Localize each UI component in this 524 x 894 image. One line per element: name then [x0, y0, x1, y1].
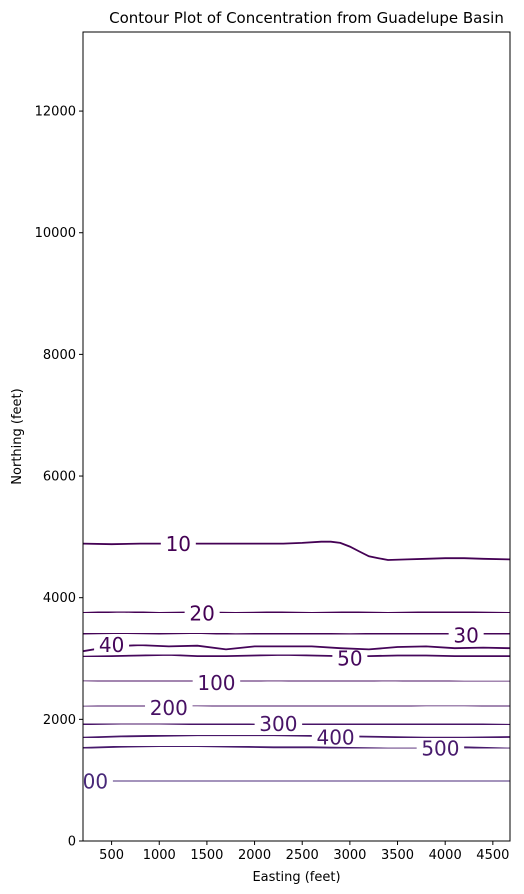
- contour-label-30: 30: [453, 623, 478, 647]
- y-tick-label: 4000: [43, 591, 76, 606]
- contour-label-40: 40: [99, 633, 124, 657]
- x-tick-label: 3000: [333, 848, 366, 863]
- x-tick-label: 4000: [429, 848, 462, 863]
- y-tick-label: 2000: [43, 713, 76, 728]
- contour-line-200: [83, 704, 510, 708]
- x-tick-label: 1000: [143, 848, 176, 863]
- x-tick-label: 500: [99, 848, 124, 863]
- contour-line-20: [83, 610, 510, 614]
- chart-title: Contour Plot of Concentration from Guade…: [109, 9, 504, 27]
- contour-label-100: 100: [197, 671, 235, 695]
- contour-line-100: [83, 679, 510, 683]
- x-axis-label: Easting (feet): [252, 870, 340, 885]
- plot-frame: [82, 31, 511, 842]
- contour-line-10: [83, 540, 510, 561]
- y-tick-label: 0: [68, 835, 76, 850]
- contour-line-400: [83, 734, 510, 739]
- x-tick-label: 3500: [381, 848, 414, 863]
- contour-line-300: [83, 722, 510, 726]
- y-tick-label: 8000: [43, 348, 76, 363]
- x-tick-label: 2000: [238, 848, 271, 863]
- y-tick-label: 6000: [43, 470, 76, 485]
- x-tick-label: 4500: [476, 848, 509, 863]
- contour-label-10: 10: [166, 532, 191, 556]
- contour-label-400: 400: [316, 726, 354, 750]
- contour-line-500: [83, 745, 510, 750]
- contour-label-1000: 00: [83, 769, 108, 793]
- contour-label-50: 50: [337, 647, 362, 671]
- x-axis: 500 1000 1500 2000 2500 3000 3500 4000 4500: [99, 841, 509, 863]
- contour-line-30: [83, 632, 510, 636]
- contour-line-1000: [83, 779, 510, 783]
- y-tick-label: 12000: [35, 105, 76, 120]
- contour-label-20: 20: [189, 602, 214, 626]
- contour-label-300: 300: [259, 712, 297, 736]
- x-tick-label: 2500: [286, 848, 319, 863]
- contour-label-200: 200: [150, 696, 188, 720]
- contour-label-500: 500: [421, 737, 459, 761]
- y-axis-label: Northing (feet): [10, 388, 25, 484]
- y-axis: 0 2000 4000 6000 8000 10000 12000: [35, 105, 83, 850]
- y-tick-label: 10000: [35, 226, 76, 241]
- plot-area: 10 20 30 40 50 100 200 300 400 500 00: [82, 31, 511, 842]
- x-tick-label: 1500: [190, 848, 223, 863]
- contour-line-40: [83, 644, 510, 653]
- contour-line-50: [83, 653, 510, 658]
